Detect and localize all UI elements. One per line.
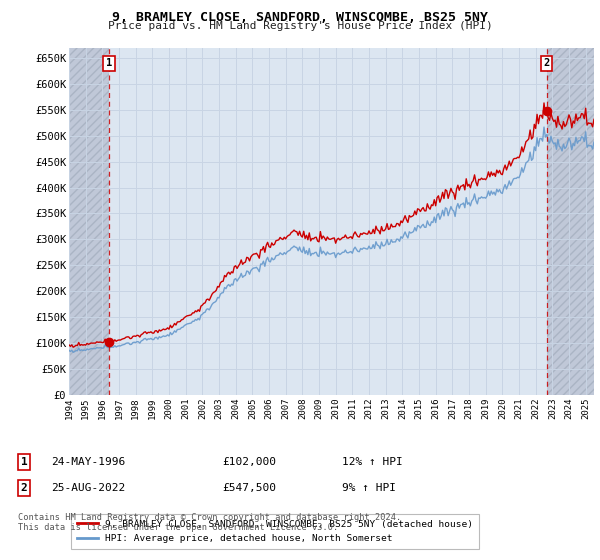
Text: 9% ↑ HPI: 9% ↑ HPI — [342, 483, 396, 493]
Text: This data is licensed under the Open Government Licence v3.0.: This data is licensed under the Open Gov… — [18, 523, 338, 532]
Text: £547,500: £547,500 — [222, 483, 276, 493]
Legend: 9, BRAMLEY CLOSE, SANDFORD, WINSCOMBE, BS25 5NY (detached house), HPI: Average p: 9, BRAMLEY CLOSE, SANDFORD, WINSCOMBE, B… — [71, 514, 479, 549]
Text: 24-MAY-1996: 24-MAY-1996 — [51, 457, 125, 467]
Bar — [547, 48, 594, 395]
Text: 25-AUG-2022: 25-AUG-2022 — [51, 483, 125, 493]
Text: 2: 2 — [544, 58, 550, 68]
Text: 12% ↑ HPI: 12% ↑ HPI — [342, 457, 403, 467]
Text: 2: 2 — [20, 483, 28, 493]
Bar — [69, 48, 109, 395]
Text: 1: 1 — [20, 457, 28, 467]
Text: Contains HM Land Registry data © Crown copyright and database right 2024.: Contains HM Land Registry data © Crown c… — [18, 513, 401, 522]
Text: Price paid vs. HM Land Registry's House Price Index (HPI): Price paid vs. HM Land Registry's House … — [107, 21, 493, 31]
Text: 1: 1 — [106, 58, 112, 68]
Text: 9, BRAMLEY CLOSE, SANDFORD, WINSCOMBE, BS25 5NY: 9, BRAMLEY CLOSE, SANDFORD, WINSCOMBE, B… — [112, 11, 488, 24]
Text: £102,000: £102,000 — [222, 457, 276, 467]
